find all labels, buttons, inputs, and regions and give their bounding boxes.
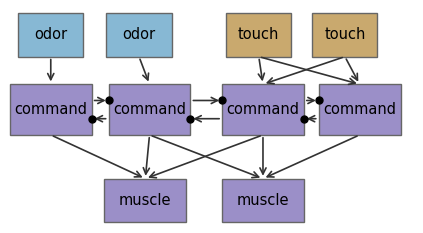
Text: odor: odor — [122, 27, 156, 42]
FancyBboxPatch shape — [104, 179, 186, 223]
FancyBboxPatch shape — [312, 13, 377, 57]
Text: muscle: muscle — [119, 193, 172, 208]
Text: command: command — [113, 102, 186, 117]
FancyBboxPatch shape — [226, 13, 291, 57]
FancyBboxPatch shape — [107, 13, 172, 57]
Text: command: command — [323, 102, 396, 117]
FancyBboxPatch shape — [222, 84, 304, 135]
FancyBboxPatch shape — [222, 179, 304, 223]
Text: odor: odor — [34, 27, 67, 42]
Text: command: command — [14, 102, 87, 117]
Text: command: command — [226, 102, 299, 117]
FancyBboxPatch shape — [109, 84, 190, 135]
Text: muscle: muscle — [237, 193, 289, 208]
Text: touch: touch — [238, 27, 280, 42]
FancyBboxPatch shape — [319, 84, 401, 135]
FancyBboxPatch shape — [18, 13, 83, 57]
FancyBboxPatch shape — [10, 84, 92, 135]
Text: touch: touch — [324, 27, 365, 42]
